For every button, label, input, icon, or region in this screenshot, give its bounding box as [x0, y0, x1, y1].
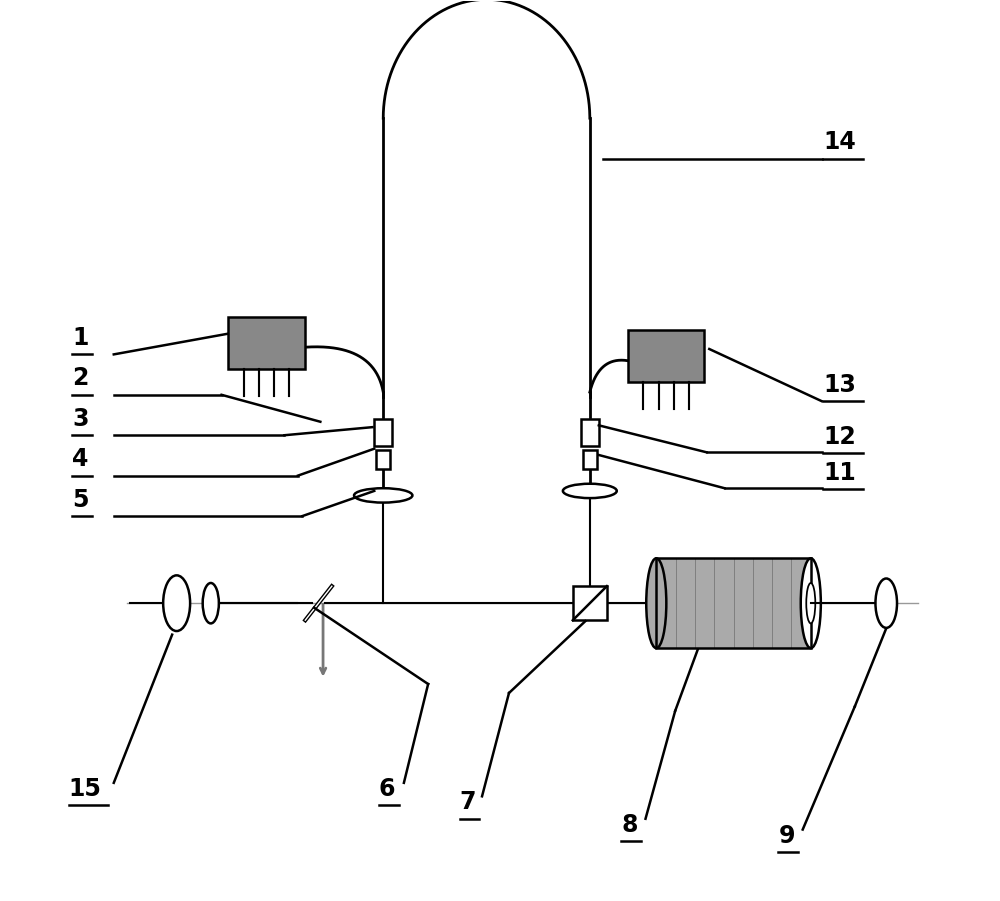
Text: 7: 7: [460, 790, 476, 815]
Text: 15: 15: [69, 777, 102, 801]
Bar: [573, 587, 607, 620]
Text: 6: 6: [379, 777, 395, 801]
Text: 1: 1: [72, 326, 89, 350]
Text: 4: 4: [72, 447, 89, 471]
Bar: [583, 450, 597, 469]
Bar: [374, 419, 392, 446]
Text: 9: 9: [778, 824, 795, 848]
Bar: [228, 316, 305, 369]
Text: 11: 11: [823, 460, 856, 485]
Ellipse shape: [563, 484, 617, 498]
Text: 2: 2: [72, 367, 89, 390]
Bar: [656, 559, 811, 648]
Text: 5: 5: [72, 487, 89, 512]
Text: 14: 14: [823, 130, 856, 154]
Ellipse shape: [806, 583, 815, 623]
Text: 12: 12: [823, 424, 856, 449]
Text: 3: 3: [72, 406, 89, 431]
Bar: [628, 330, 704, 382]
Ellipse shape: [646, 559, 666, 648]
Text: 8: 8: [621, 813, 638, 837]
Ellipse shape: [203, 583, 219, 623]
Ellipse shape: [801, 559, 821, 648]
Ellipse shape: [875, 578, 897, 628]
Bar: [376, 450, 390, 469]
Bar: [656, 559, 811, 648]
Ellipse shape: [354, 488, 412, 503]
Ellipse shape: [163, 576, 190, 631]
Bar: [581, 419, 599, 446]
Text: 13: 13: [823, 373, 856, 396]
